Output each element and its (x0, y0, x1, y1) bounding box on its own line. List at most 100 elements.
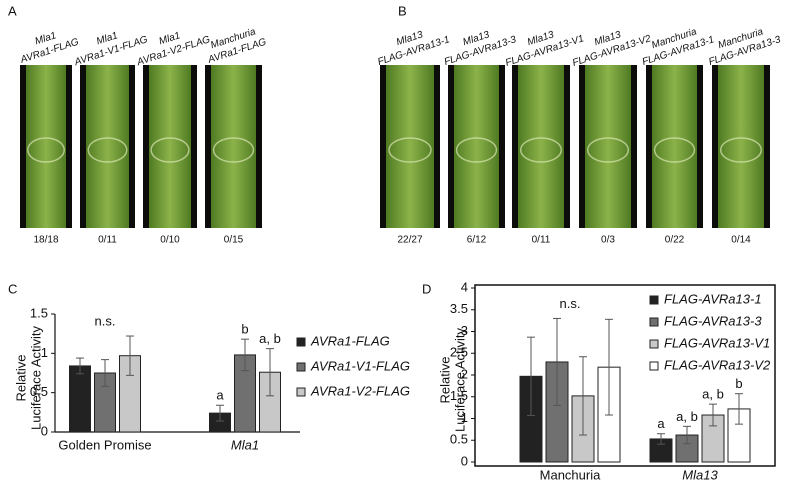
x-tick-label: Mla13 (682, 467, 718, 482)
leaf-count: 0/10 (160, 235, 180, 246)
leaf-photo (454, 65, 499, 228)
error-bar (579, 356, 587, 436)
legend-label: FLAG-AVRa13-1 (664, 291, 762, 306)
leaf-photo (518, 65, 564, 228)
error-bar (605, 318, 613, 416)
error-bar (76, 357, 84, 375)
infiltration-spot (87, 137, 128, 163)
infiltration-spot (519, 137, 563, 163)
infiltration-spot (653, 137, 696, 163)
leaf-count: 0/22 (665, 235, 685, 246)
infiltration-spot (150, 137, 190, 163)
leaf-count: 0/15 (224, 235, 244, 246)
leaf-count: 22/27 (397, 235, 422, 246)
legend-label: FLAG-AVRa13-V2 (664, 357, 771, 372)
infiltration-spot (27, 137, 65, 163)
error-bar (216, 404, 224, 422)
leaf-photo (585, 65, 631, 228)
y-tick-label: 2.5 (450, 345, 468, 360)
significance-letter: b (241, 322, 248, 337)
error-bar (683, 425, 691, 445)
y-tick-label: 2 (461, 366, 468, 381)
leaf-photo (149, 65, 191, 228)
significance-letter: a, b (259, 331, 281, 346)
legend-label: FLAG-AVRa13-V1 (664, 335, 770, 350)
leaf-photo (652, 65, 697, 228)
leaf-photo (86, 65, 129, 228)
y-axis-label: Relative Luciferace Activity (437, 327, 467, 432)
infiltration-spot (212, 137, 255, 163)
x-tick-label: Manchuria (540, 467, 601, 482)
y-tick-label: 1 (41, 345, 48, 360)
infiltration-spot (455, 137, 498, 163)
error-bar (527, 336, 535, 416)
significance-letter: a (657, 416, 665, 431)
y-tick-label: 4 (461, 279, 468, 294)
leaf-photo (26, 65, 66, 228)
y-axis-label-line: Relative (437, 357, 452, 404)
panel-label: C (8, 281, 17, 296)
significance-label: n.s. (95, 313, 116, 328)
error-bar (657, 433, 665, 445)
error-bar (266, 348, 274, 397)
significance-letter: a, b (702, 387, 724, 402)
error-bar (126, 335, 134, 376)
y-tick-label: 0.5 (30, 384, 48, 399)
leaf-count: 18/18 (33, 235, 58, 246)
y-tick-label: 3 (461, 323, 468, 338)
y-tick-label: 0 (461, 453, 468, 468)
legend-swatch (296, 337, 306, 347)
infiltration-spot (586, 137, 630, 163)
leaf-photo (211, 65, 256, 228)
significance-letter: b (735, 376, 742, 391)
legend-swatch (649, 295, 659, 305)
leaf-count: 0/14 (731, 235, 751, 246)
legend-swatch (649, 361, 659, 371)
error-bar (735, 393, 743, 425)
leaf-photo (386, 65, 434, 228)
legend-label: AVRa1-V2-FLAG (310, 383, 410, 398)
leaf-photo (718, 65, 764, 228)
significance-letter: a (216, 388, 224, 403)
error-bar (241, 338, 249, 372)
y-axis-label: Relative Luciferace Activity (13, 325, 43, 430)
legend-swatch (649, 317, 659, 327)
infiltration-spot (719, 137, 763, 163)
y-tick-label: 1 (461, 410, 468, 425)
y-tick-label: 1.5 (450, 388, 468, 403)
legend-swatch (649, 339, 659, 349)
leaf-count: 6/12 (467, 235, 487, 246)
infiltration-spot (388, 137, 432, 163)
significance-label: n.s. (560, 296, 581, 311)
error-bar (709, 403, 717, 427)
error-bar (553, 317, 561, 406)
leaf-count: 0/11 (98, 235, 117, 246)
y-tick-label: 0 (41, 423, 48, 438)
y-tick-label: 3.5 (450, 301, 468, 316)
significance-letter: a, b (676, 409, 698, 424)
panel-label: D (422, 281, 431, 296)
legend-label: FLAG-AVRa13-3 (664, 313, 762, 328)
legend-swatch (296, 362, 306, 372)
y-tick-label: 1.5 (30, 305, 48, 320)
legend-swatch (296, 387, 306, 397)
panel-label: B (398, 3, 407, 18)
y-axis-label-line: Luciferace Activity (28, 325, 43, 430)
legend-label: AVRa1-V1-FLAG (310, 358, 410, 373)
bar (69, 365, 91, 433)
x-tick-label: Golden Promise (58, 437, 151, 452)
y-tick-label: 0.5 (450, 432, 468, 447)
leaf-count: 0/11 (532, 235, 551, 246)
x-tick-label: Mla1 (231, 437, 259, 452)
legend-label: AVRa1-FLAG (310, 333, 390, 348)
error-bar (101, 359, 109, 387)
panel-label: A (8, 3, 17, 18)
y-axis-label-line: Relative (13, 355, 28, 402)
leaf-count: 0/3 (601, 235, 615, 246)
y-axis-label-line: Luciferace Activity (452, 327, 467, 432)
